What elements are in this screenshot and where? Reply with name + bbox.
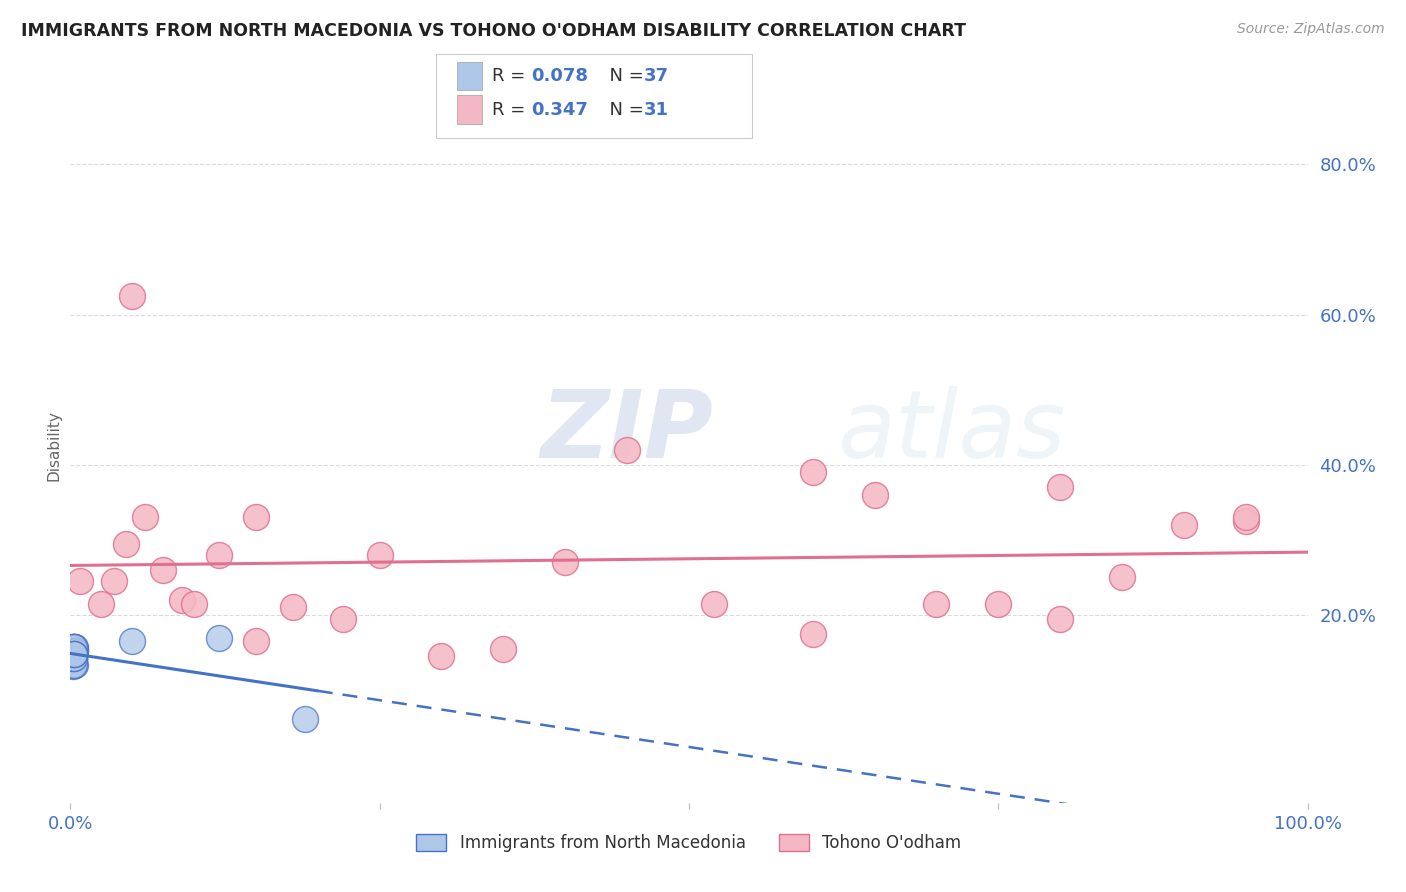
Point: [62, 659, 84, 673]
Point: [63, 647, 86, 661]
Point: [1234, 514, 1257, 528]
Point: [62, 653, 84, 667]
Point: [121, 634, 143, 648]
Point: [62, 658, 84, 673]
Point: [63, 647, 86, 661]
Point: [63, 640, 86, 654]
Point: [63, 640, 86, 654]
Point: [121, 289, 143, 303]
Point: [492, 641, 515, 656]
Point: [62, 640, 84, 654]
Point: [63, 650, 86, 665]
Point: [63, 647, 86, 661]
Point: [62, 650, 84, 665]
Point: [65, 644, 87, 658]
Point: [208, 548, 231, 562]
Point: [65, 658, 87, 673]
Text: R =: R =: [492, 101, 531, 119]
Point: [63, 647, 86, 661]
Text: N =: N =: [598, 67, 650, 85]
Text: 0.078: 0.078: [531, 67, 589, 85]
Point: [245, 634, 267, 648]
Point: [1111, 570, 1133, 584]
Point: [63, 646, 86, 660]
Point: [63, 646, 86, 660]
Point: [63, 644, 86, 658]
Point: [63, 651, 86, 665]
Point: [63, 650, 86, 665]
Point: [115, 536, 138, 550]
Point: [62, 650, 84, 665]
Point: [65, 644, 87, 658]
Text: R =: R =: [492, 67, 531, 85]
Point: [430, 649, 453, 664]
Point: [62, 658, 84, 673]
Point: [134, 510, 156, 524]
Point: [63, 646, 86, 660]
Point: [63, 640, 86, 654]
Point: [554, 556, 576, 570]
Text: ZIP: ZIP: [540, 385, 713, 478]
Point: [170, 593, 193, 607]
Y-axis label: Disability: Disability: [46, 410, 62, 482]
Point: [62, 650, 84, 665]
Point: [208, 631, 231, 645]
Point: [152, 563, 174, 577]
Point: [925, 597, 948, 611]
Point: [63, 646, 86, 660]
Legend: Immigrants from North Macedonia, Tohono O'odham: Immigrants from North Macedonia, Tohono …: [409, 827, 969, 859]
Point: [863, 488, 886, 502]
Point: [63, 640, 86, 654]
Point: [245, 510, 267, 524]
Text: N =: N =: [598, 101, 650, 119]
Text: 0.347: 0.347: [531, 101, 588, 119]
Point: [62, 657, 84, 671]
Point: [62, 640, 84, 654]
Point: [281, 600, 304, 615]
Point: [616, 442, 638, 457]
Point: [63, 650, 86, 665]
Point: [987, 597, 1010, 611]
Point: [801, 627, 824, 641]
Text: 37: 37: [644, 67, 669, 85]
Text: Source: ZipAtlas.com: Source: ZipAtlas.com: [1237, 22, 1385, 37]
Point: [63, 650, 86, 665]
Point: [1234, 510, 1257, 524]
Point: [65, 641, 87, 656]
Point: [63, 646, 86, 660]
Point: [294, 712, 316, 726]
Text: 31: 31: [644, 101, 669, 119]
Text: IMMIGRANTS FROM NORTH MACEDONIA VS TOHONO O'ODHAM DISABILITY CORRELATION CHART: IMMIGRANTS FROM NORTH MACEDONIA VS TOHON…: [21, 22, 966, 40]
Point: [63, 658, 86, 673]
Point: [103, 574, 125, 589]
Text: atlas: atlas: [838, 386, 1066, 477]
Point: [65, 640, 87, 654]
Point: [69, 574, 91, 589]
Point: [1049, 480, 1071, 494]
Point: [63, 644, 86, 658]
Point: [368, 548, 391, 562]
Point: [332, 612, 354, 626]
Point: [62, 647, 84, 661]
Point: [183, 597, 205, 611]
Point: [801, 465, 824, 479]
Point: [1173, 517, 1195, 532]
Point: [1049, 612, 1071, 626]
Point: [90, 597, 112, 611]
Point: [703, 597, 725, 611]
